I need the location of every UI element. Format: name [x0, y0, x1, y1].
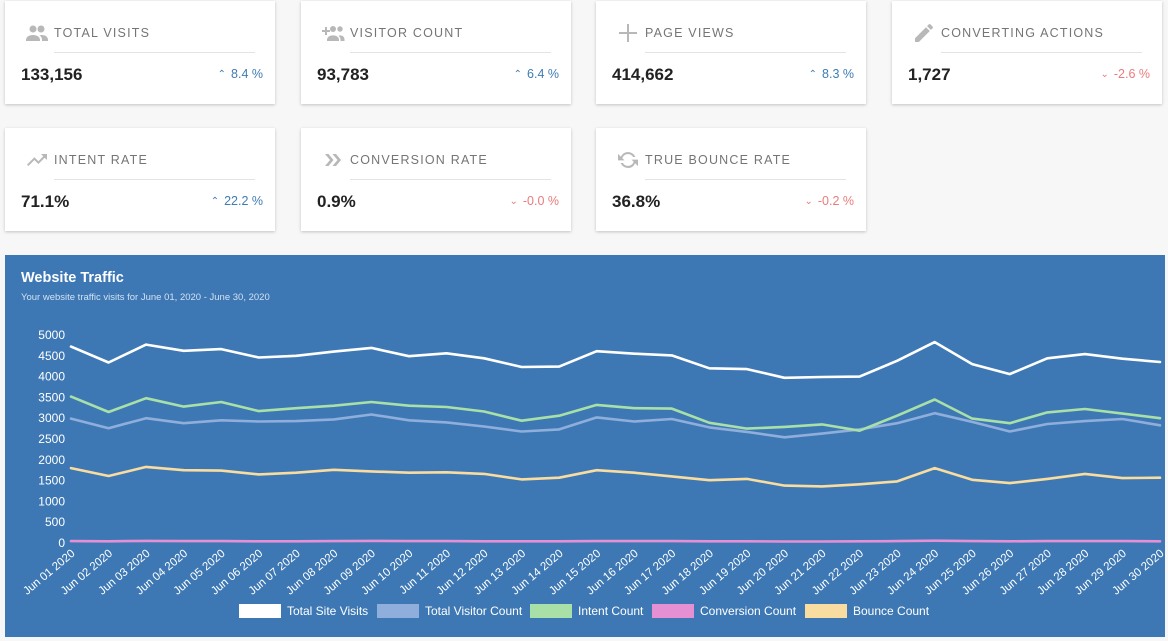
legend-label: Intent Count [578, 604, 644, 618]
y-tick-label: 1000 [38, 494, 65, 508]
series-line [69, 539, 1162, 543]
y-tick-label: 1500 [38, 474, 65, 488]
series-line [69, 465, 1162, 488]
trending-up-icon [25, 148, 49, 172]
card-change-value: 6.4 % [527, 67, 559, 81]
legend-label: Bounce Count [853, 604, 930, 618]
card-change: ⌄ -0.0 % [509, 194, 559, 208]
kpi-card-page-views: PAGE VIEWS 414,662 ⌃ 8.3 % [596, 1, 866, 104]
y-tick-label: 5000 [38, 328, 65, 342]
y-tick-label: 3500 [38, 390, 65, 404]
kpi-card-conversion-rate: CONVERSION RATE 0.9% ⌄ -0.0 % [301, 128, 571, 231]
card-value: 133,156 [21, 65, 83, 84]
card-change: ⌃ 6.4 % [514, 67, 559, 81]
legend-swatch [377, 604, 419, 618]
legend-item[interactable]: Total Site Visits [239, 604, 368, 618]
kpi-card-total-visits: TOTAL VISITS 133,156 ⌃ 8.4 % [5, 1, 275, 104]
card-change: ⌃ 8.3 % [809, 67, 854, 81]
card-change: ⌃ 8.4 % [218, 67, 263, 81]
y-tick-label: 2500 [38, 432, 65, 446]
chart-subtitle: Your website traffic visits for June 01,… [21, 292, 270, 303]
card-divider [54, 52, 255, 53]
legend-item[interactable]: Bounce Count [805, 604, 930, 618]
series-line [69, 340, 1162, 380]
series-line [69, 411, 1162, 439]
legend-item[interactable]: Conversion Count [652, 604, 797, 618]
card-change-value: 22.2 % [224, 194, 263, 208]
chevron-up-icon: ⌃ [513, 69, 523, 80]
kpi-card-true-bounce-rate: TRUE BOUNCE RATE 36.8% ⌄ -0.2 % [596, 128, 866, 231]
legend-swatch [805, 604, 847, 618]
card-value: 36.8% [612, 192, 661, 211]
chevron-down-icon: ⌄ [509, 196, 518, 207]
chevron-down-icon: ⌄ [804, 196, 813, 207]
kpi-card-visitor-count: VISITOR COUNT 93,783 ⌃ 6.4 % [301, 1, 571, 104]
card-divider [350, 179, 551, 180]
chevron-up-icon: ⌃ [210, 196, 220, 207]
y-tick-label: 0 [58, 536, 65, 550]
y-tick-label: 3000 [38, 411, 65, 425]
legend-item[interactable]: Intent Count [530, 604, 644, 618]
pencil-icon [912, 21, 936, 45]
refresh-icon [616, 148, 640, 172]
card-value: 414,662 [612, 65, 674, 84]
chevron-up-icon: ⌃ [217, 69, 227, 80]
card-divider [350, 52, 551, 53]
card-label: PAGE VIEWS [645, 26, 735, 40]
card-label: CONVERSION RATE [350, 153, 488, 167]
card-label: VISITOR COUNT [350, 26, 464, 40]
series-line [69, 395, 1162, 432]
card-label: TRUE BOUNCE RATE [645, 153, 792, 167]
card-change-value: -0.0 % [522, 194, 559, 208]
card-value: 0.9% [317, 192, 356, 211]
card-label: CONVERTING ACTIONS [941, 26, 1105, 40]
card-divider [54, 179, 255, 180]
chart-title: Website Traffic [21, 270, 124, 286]
y-tick-label: 2000 [38, 453, 65, 467]
card-divider [645, 52, 846, 53]
plus-icon [616, 21, 640, 45]
card-divider [645, 179, 846, 180]
kpi-card-converting-actions: CONVERTING ACTIONS 1,727 ⌄ -2.6 % [892, 1, 1162, 104]
card-change-value: 8.4 % [231, 67, 263, 81]
legend-swatch [239, 604, 281, 618]
card-value: 1,727 [908, 65, 951, 84]
double-chevron-right-icon [321, 148, 345, 172]
card-label: TOTAL VISITS [54, 26, 151, 40]
legend-label: Total Site Visits [287, 604, 368, 618]
kpi-card-intent-rate: INTENT RATE 71.1% ⌃ 22.2 % [5, 128, 275, 231]
card-change: ⌃ 22.2 % [211, 194, 263, 208]
group-add-icon [321, 21, 345, 45]
card-change: ⌄ -0.2 % [804, 194, 854, 208]
traffic-line-chart: 0 500 1000 1500 2000 2500 3000 3500 4000 4500 5000… [21, 328, 1165, 618]
card-value: 93,783 [317, 65, 369, 84]
website-traffic-panel: Website Traffic Your website traffic vis… [5, 255, 1165, 637]
legend-label: Total Visitor Count [425, 604, 523, 618]
y-tick-label: 4500 [38, 349, 65, 363]
legend-label: Conversion Count [700, 604, 797, 618]
card-change-value: -0.2 % [817, 194, 854, 208]
legend-swatch [530, 604, 572, 618]
card-label: INTENT RATE [54, 153, 148, 167]
chevron-down-icon: ⌄ [1100, 69, 1109, 80]
card-change-value: -2.6 % [1113, 67, 1150, 81]
card-change: ⌄ -2.6 % [1100, 67, 1150, 81]
people-icon [25, 21, 49, 45]
y-tick-label: 4000 [38, 370, 65, 384]
legend-swatch [652, 604, 694, 618]
legend-item[interactable]: Total Visitor Count [377, 604, 523, 618]
card-divider [941, 52, 1142, 53]
card-change-value: 8.3 % [822, 67, 854, 81]
chevron-up-icon: ⌃ [808, 69, 818, 80]
card-value: 71.1% [21, 192, 70, 211]
y-tick-label: 500 [45, 515, 65, 529]
